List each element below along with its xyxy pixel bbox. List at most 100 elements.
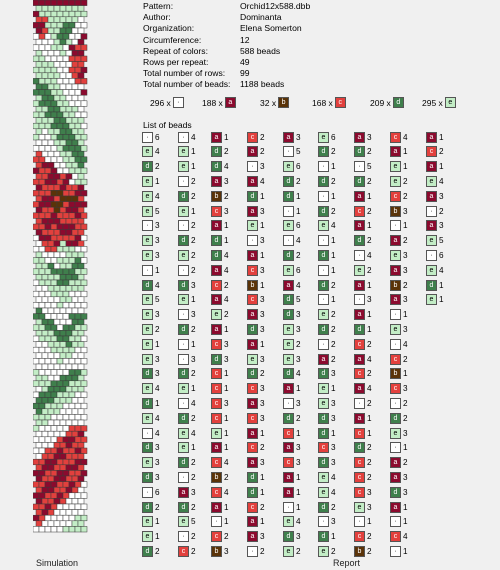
bead-swatch-icon: c: [211, 397, 222, 409]
sim-bead: [65, 453, 73, 460]
sim-bead: [77, 117, 85, 124]
sim-bead: [33, 111, 40, 118]
sim-bead: [38, 167, 46, 174]
sim-bead: [47, 162, 55, 169]
bead-swatch-icon: e: [318, 486, 329, 498]
bead-count: 2: [224, 310, 229, 320]
sim-bead: [44, 55, 52, 62]
sim-bead: [68, 380, 76, 387]
sim-bead: [62, 22, 70, 29]
sim-bead: [38, 391, 46, 398]
sim-bead: [47, 318, 55, 326]
bead-count: 1: [296, 502, 301, 512]
bead-swatch-icon: c: [354, 205, 365, 217]
sim-bead: [38, 190, 46, 197]
bead-count: 6: [296, 221, 301, 231]
sim-bead: [68, 156, 76, 163]
sim-bead: [80, 414, 88, 421]
sim-bead: [35, 83, 43, 90]
bead-swatch-icon: d: [354, 146, 365, 158]
bead-count: 3: [367, 132, 372, 142]
sim-bead: [71, 16, 79, 23]
sim-bead: [41, 117, 49, 124]
bead-count: 4: [331, 487, 336, 497]
sim-bead: [65, 318, 73, 326]
bead-count: 2: [403, 413, 408, 423]
bead-swatch-icon: c: [211, 279, 222, 291]
bead-count: 3: [296, 132, 301, 142]
sim-bead: [53, 50, 61, 57]
bead-count: 3: [403, 472, 408, 482]
sim-bead: [65, 363, 73, 370]
bead-count: 3: [403, 250, 408, 260]
sim-bead: [53, 430, 61, 438]
bead-swatch-icon: e: [142, 249, 153, 261]
sim-bead: [47, 206, 55, 214]
sim-bead: [80, 234, 88, 242]
bead-count: 1: [224, 384, 229, 394]
bead-swatch-icon: a: [211, 264, 222, 276]
bead-swatch-icon: b: [211, 545, 222, 557]
bead-count: 3: [331, 458, 336, 468]
sim-bead: [71, 106, 79, 113]
sim-bead: [62, 358, 70, 365]
simulation-label[interactable]: Simulation: [36, 558, 79, 568]
bead-list-item: · 3: [142, 220, 160, 232]
bead-count: 3: [403, 265, 408, 275]
bead-swatch-icon: e: [318, 309, 329, 321]
sim-bead: [71, 38, 79, 46]
sim-bead: [62, 290, 70, 298]
bead-count: 4: [191, 398, 196, 408]
color-swatch-icon: ·: [172, 97, 184, 108]
bead-swatch-icon: d: [318, 323, 329, 335]
sim-bead: [41, 150, 49, 158]
bead-swatch-icon: a: [426, 161, 437, 173]
sim-bead: [80, 10, 88, 18]
bead-list-item: · 4: [142, 427, 160, 439]
bead-count: 1: [191, 339, 196, 349]
sim-bead: [65, 50, 73, 57]
sim-bead: [77, 498, 85, 505]
bead-list-item: · 2: [247, 545, 265, 557]
bead-swatch-icon: b: [211, 190, 222, 202]
sim-bead: [35, 419, 43, 426]
sim-bead: [53, 27, 61, 34]
sim-bead: [41, 274, 49, 281]
bead-count: 1: [439, 280, 444, 290]
bead-list-item: · 6: [142, 131, 160, 143]
sim-bead: [41, 229, 49, 236]
sim-bead: [38, 22, 46, 29]
sim-bead: [50, 66, 58, 74]
sim-bead: [68, 492, 76, 499]
bead-swatch-icon: c: [247, 131, 258, 143]
sim-bead: [50, 279, 58, 286]
bead-swatch-icon: a: [211, 220, 222, 232]
bead-swatch-icon: ·: [178, 397, 189, 409]
report-label[interactable]: Report: [333, 558, 361, 568]
sim-bead: [41, 16, 49, 23]
bead-swatch-icon: e: [211, 427, 222, 439]
sim-bead: [56, 246, 64, 253]
sim-bead: [71, 195, 79, 202]
sim-bead: [74, 324, 82, 331]
bead-count: 6: [155, 132, 160, 142]
bead-count: 2: [439, 147, 444, 157]
sim-bead: [71, 363, 79, 370]
bead-list-item: · 2: [318, 338, 336, 350]
sim-bead: [53, 285, 61, 292]
sim-bead: [33, 526, 40, 533]
bead-swatch-icon: d: [318, 457, 329, 469]
